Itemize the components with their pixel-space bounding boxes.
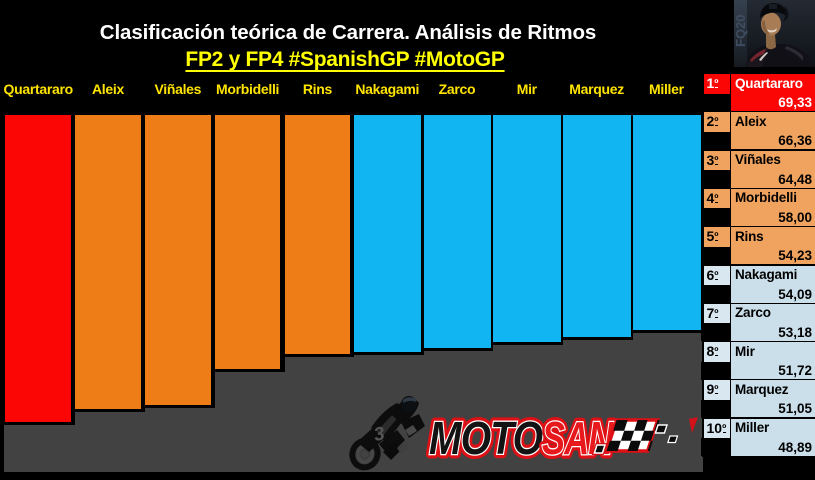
svg-text:3: 3 — [372, 423, 386, 446]
svg-text:SAN: SAN — [542, 412, 615, 464]
svg-text:SAN: SAN — [542, 412, 615, 464]
svg-text:FQ20: FQ20 — [734, 14, 748, 47]
svg-text:MOTO: MOTO — [429, 413, 543, 465]
svg-text:MOTO: MOTO — [429, 413, 543, 465]
